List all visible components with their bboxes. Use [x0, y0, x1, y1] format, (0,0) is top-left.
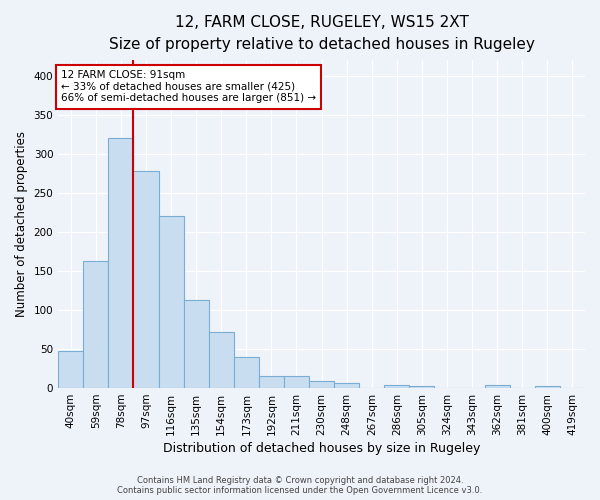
Bar [385, 385, 409, 388]
Bar [535, 386, 560, 388]
Bar [109, 138, 133, 388]
Bar [409, 386, 434, 388]
Bar [309, 381, 334, 388]
Bar [334, 382, 359, 388]
Bar [485, 385, 510, 388]
Bar [234, 357, 259, 388]
Bar [133, 171, 158, 388]
Bar [158, 216, 184, 388]
Text: Contains public sector information licensed under the Open Government Licence v3: Contains public sector information licen… [118, 486, 482, 495]
Bar [83, 261, 109, 388]
Bar [284, 376, 309, 388]
Text: 12 FARM CLOSE: 91sqm
← 33% of detached houses are smaller (425)
66% of semi-deta: 12 FARM CLOSE: 91sqm ← 33% of detached h… [61, 70, 316, 103]
Bar [58, 352, 83, 388]
Bar [259, 376, 284, 388]
Bar [184, 300, 209, 388]
Bar [209, 332, 234, 388]
Y-axis label: Number of detached properties: Number of detached properties [15, 131, 28, 317]
Title: 12, FARM CLOSE, RUGELEY, WS15 2XT
Size of property relative to detached houses i: 12, FARM CLOSE, RUGELEY, WS15 2XT Size o… [109, 15, 535, 52]
X-axis label: Distribution of detached houses by size in Rugeley: Distribution of detached houses by size … [163, 442, 480, 455]
Text: Contains HM Land Registry data © Crown copyright and database right 2024.: Contains HM Land Registry data © Crown c… [137, 476, 463, 485]
